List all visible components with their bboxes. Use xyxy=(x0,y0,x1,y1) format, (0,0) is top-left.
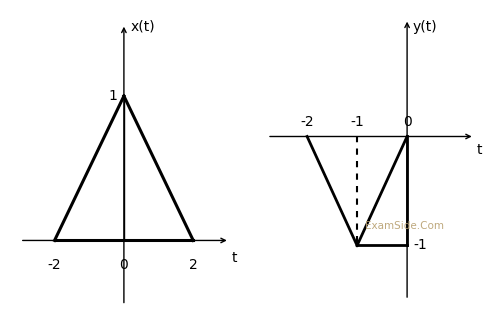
Text: -2: -2 xyxy=(300,115,314,129)
Text: t: t xyxy=(232,251,237,265)
Text: y(t): y(t) xyxy=(412,20,437,34)
Text: ExamSide.Com: ExamSide.Com xyxy=(365,221,444,231)
Text: 0: 0 xyxy=(119,258,128,272)
Text: -2: -2 xyxy=(48,258,61,272)
Text: 2: 2 xyxy=(189,258,198,272)
Text: 0: 0 xyxy=(403,115,412,129)
Text: t: t xyxy=(477,143,483,157)
Text: 1: 1 xyxy=(108,89,117,103)
Text: x(t): x(t) xyxy=(130,20,155,34)
Text: -1: -1 xyxy=(350,115,364,129)
Text: -1: -1 xyxy=(413,238,427,253)
